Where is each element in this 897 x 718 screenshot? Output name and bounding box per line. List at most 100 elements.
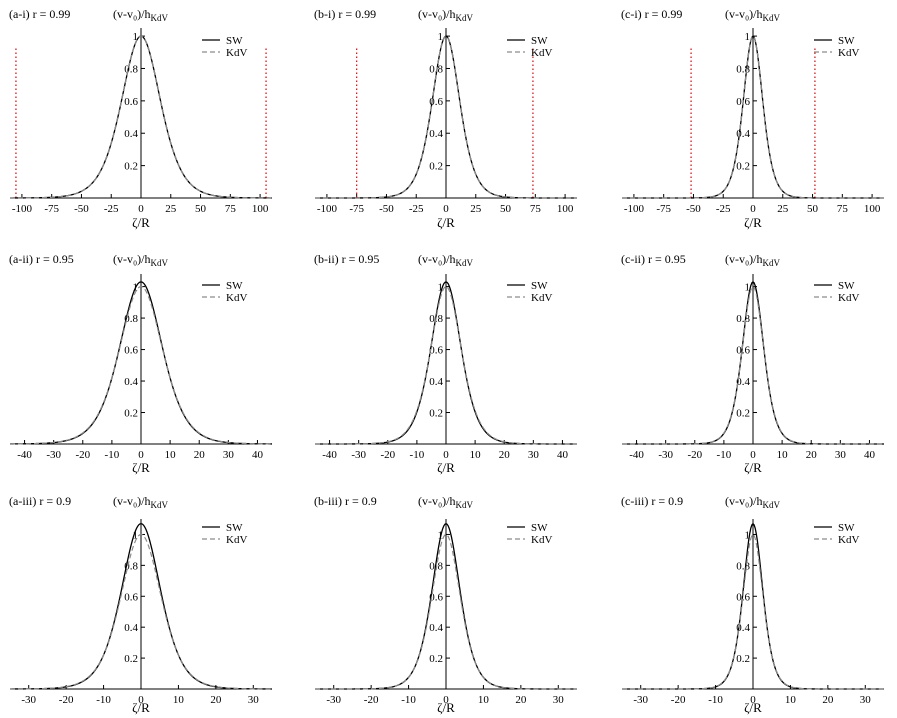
- x-tick-label: 100: [864, 203, 881, 215]
- y-tick-label: 1: [438, 31, 444, 43]
- x-tick-label: 40: [252, 449, 264, 461]
- y-tick-label: 0.6: [124, 591, 138, 603]
- x-tick-label: 50: [500, 203, 512, 215]
- x-tick-label: -10: [708, 694, 723, 706]
- panel-b-iii: (b-iii) r = 0.9 (v-v₀)/hKdV -30 -20 -10 0 10 20…: [314, 494, 577, 715]
- x-axis-label: ζ/R: [437, 700, 455, 715]
- y-tick-label: 0.2: [429, 161, 443, 173]
- x-tick-label: -25: [409, 203, 424, 215]
- legend-sw-label: SW: [838, 35, 855, 47]
- panel-label: (c-ii) r = 0.95: [621, 252, 686, 266]
- x-tick-label: 0: [138, 203, 144, 215]
- y-tick-label: 0.4: [429, 376, 443, 388]
- x-tick-label: -40: [17, 449, 32, 461]
- series-kdv-line: [10, 285, 272, 445]
- panel-b-i: (b-i) r = 0.99 (v-v₀)/hKdV -100 -75 -50 -25 0 2…: [314, 7, 577, 230]
- legend-sw-label: SW: [531, 280, 548, 292]
- x-tick-label: 50: [195, 203, 207, 215]
- y-tick-label: 0.4: [429, 128, 443, 140]
- x-tick-label: -10: [105, 449, 120, 461]
- y-tick-label: 0.2: [124, 408, 138, 420]
- y-axis-title: (v-v₀)/hKdV: [418, 494, 474, 510]
- x-axis-label: ζ/R: [744, 215, 762, 230]
- legend-sw-label: SW: [838, 522, 855, 534]
- x-tick-label: -100: [624, 203, 645, 215]
- y-tick-label: 1: [133, 529, 139, 541]
- x-tick-label: 75: [225, 203, 237, 215]
- series-kdv-line: [315, 285, 577, 445]
- y-tick-label: 0.6: [429, 345, 443, 357]
- y-axis-title: (v-v₀)/hKdV: [113, 252, 169, 268]
- y-axis-title: (v-v₀)/hKdV: [418, 7, 474, 23]
- y-tick-label: 0.6: [736, 345, 750, 357]
- x-tick-label: -75: [349, 203, 364, 215]
- x-tick-label: -30: [21, 694, 36, 706]
- panel-label: (c-i) r = 0.99: [621, 7, 682, 21]
- series-kdv-line: [315, 35, 577, 199]
- y-tick-label: 1: [745, 282, 751, 294]
- x-tick-label: -30: [633, 694, 648, 706]
- x-tick-label: -20: [380, 449, 395, 461]
- x-tick-label: -20: [75, 449, 90, 461]
- legend-kdv-label: KdV: [531, 292, 552, 304]
- series-kdv-line: [10, 533, 272, 690]
- x-tick-label: 25: [165, 203, 177, 215]
- x-tick-label: 20: [806, 449, 818, 461]
- x-tick-label: 10: [165, 449, 177, 461]
- x-tick-label: 75: [837, 203, 849, 215]
- x-tick-label: -20: [671, 694, 686, 706]
- x-tick-label: -10: [401, 694, 416, 706]
- legend-kdv-label: KdV: [531, 47, 552, 59]
- x-tick-label: 20: [210, 694, 222, 706]
- legend-kdv-label: KdV: [838, 534, 859, 546]
- x-tick-label: 0: [138, 449, 144, 461]
- panel-c-i: (c-i) r = 0.99 (v-v₀)/hKdV -100 -75 -50 -25 0 2…: [621, 7, 884, 230]
- legend-sw-label: SW: [838, 280, 855, 292]
- y-tick-label: 0.2: [124, 653, 138, 665]
- y-tick-label: 0.4: [124, 376, 138, 388]
- series-kdv-line: [622, 285, 884, 445]
- legend-sw-label: SW: [531, 522, 548, 534]
- x-tick-label: -20: [59, 694, 74, 706]
- x-tick-label: 0: [443, 694, 449, 706]
- x-tick-label: 30: [528, 449, 540, 461]
- x-tick-label: 100: [557, 203, 574, 215]
- x-tick-label: -50: [379, 203, 394, 215]
- x-tick-label: 0: [443, 203, 449, 215]
- legend-kdv-label: KdV: [838, 47, 859, 59]
- y-tick-label: 0.6: [124, 96, 138, 108]
- y-tick-label: 0.8: [736, 63, 750, 75]
- x-tick-label: -30: [351, 449, 366, 461]
- panel-label: (b-iii) r = 0.9: [314, 494, 377, 508]
- x-tick-label: 10: [470, 449, 482, 461]
- y-tick-label: 0.8: [124, 63, 138, 75]
- x-axis-label: ζ/R: [132, 700, 150, 715]
- y-tick-label: 1: [745, 529, 751, 541]
- y-axis-title: (v-v₀)/hKdV: [725, 7, 781, 23]
- panel-label: (b-ii) r = 0.95: [314, 252, 379, 266]
- y-tick-label: 0.2: [736, 408, 750, 420]
- x-axis-label: ζ/R: [744, 700, 762, 715]
- legend-kdv-label: KdV: [531, 534, 552, 546]
- legend-kdv-label: KdV: [838, 292, 859, 304]
- y-tick-label: 0.2: [429, 653, 443, 665]
- x-tick-label: 10: [785, 694, 797, 706]
- x-tick-label: 30: [860, 694, 872, 706]
- y-tick-label: 0.4: [124, 128, 138, 140]
- x-axis-label: ζ/R: [437, 460, 455, 475]
- x-tick-label: 75: [530, 203, 542, 215]
- y-tick-label: 0.8: [124, 560, 138, 572]
- y-axis-title: (v-v₀)/hKdV: [725, 252, 781, 268]
- x-tick-label: -50: [74, 203, 89, 215]
- y-axis-title: (v-v₀)/hKdV: [725, 494, 781, 510]
- panel-label: (c-iii) r = 0.9: [621, 494, 683, 508]
- panel-label: (a-ii) r = 0.95: [9, 252, 74, 266]
- y-tick-label: 0.2: [124, 161, 138, 173]
- series-kdv-line: [315, 533, 577, 690]
- x-tick-label: -30: [46, 449, 61, 461]
- x-tick-label: 20: [822, 694, 834, 706]
- y-tick-label: 0.8: [736, 560, 750, 572]
- x-tick-label: 0: [750, 449, 756, 461]
- x-tick-label: -20: [364, 694, 379, 706]
- x-tick-label: 30: [223, 449, 235, 461]
